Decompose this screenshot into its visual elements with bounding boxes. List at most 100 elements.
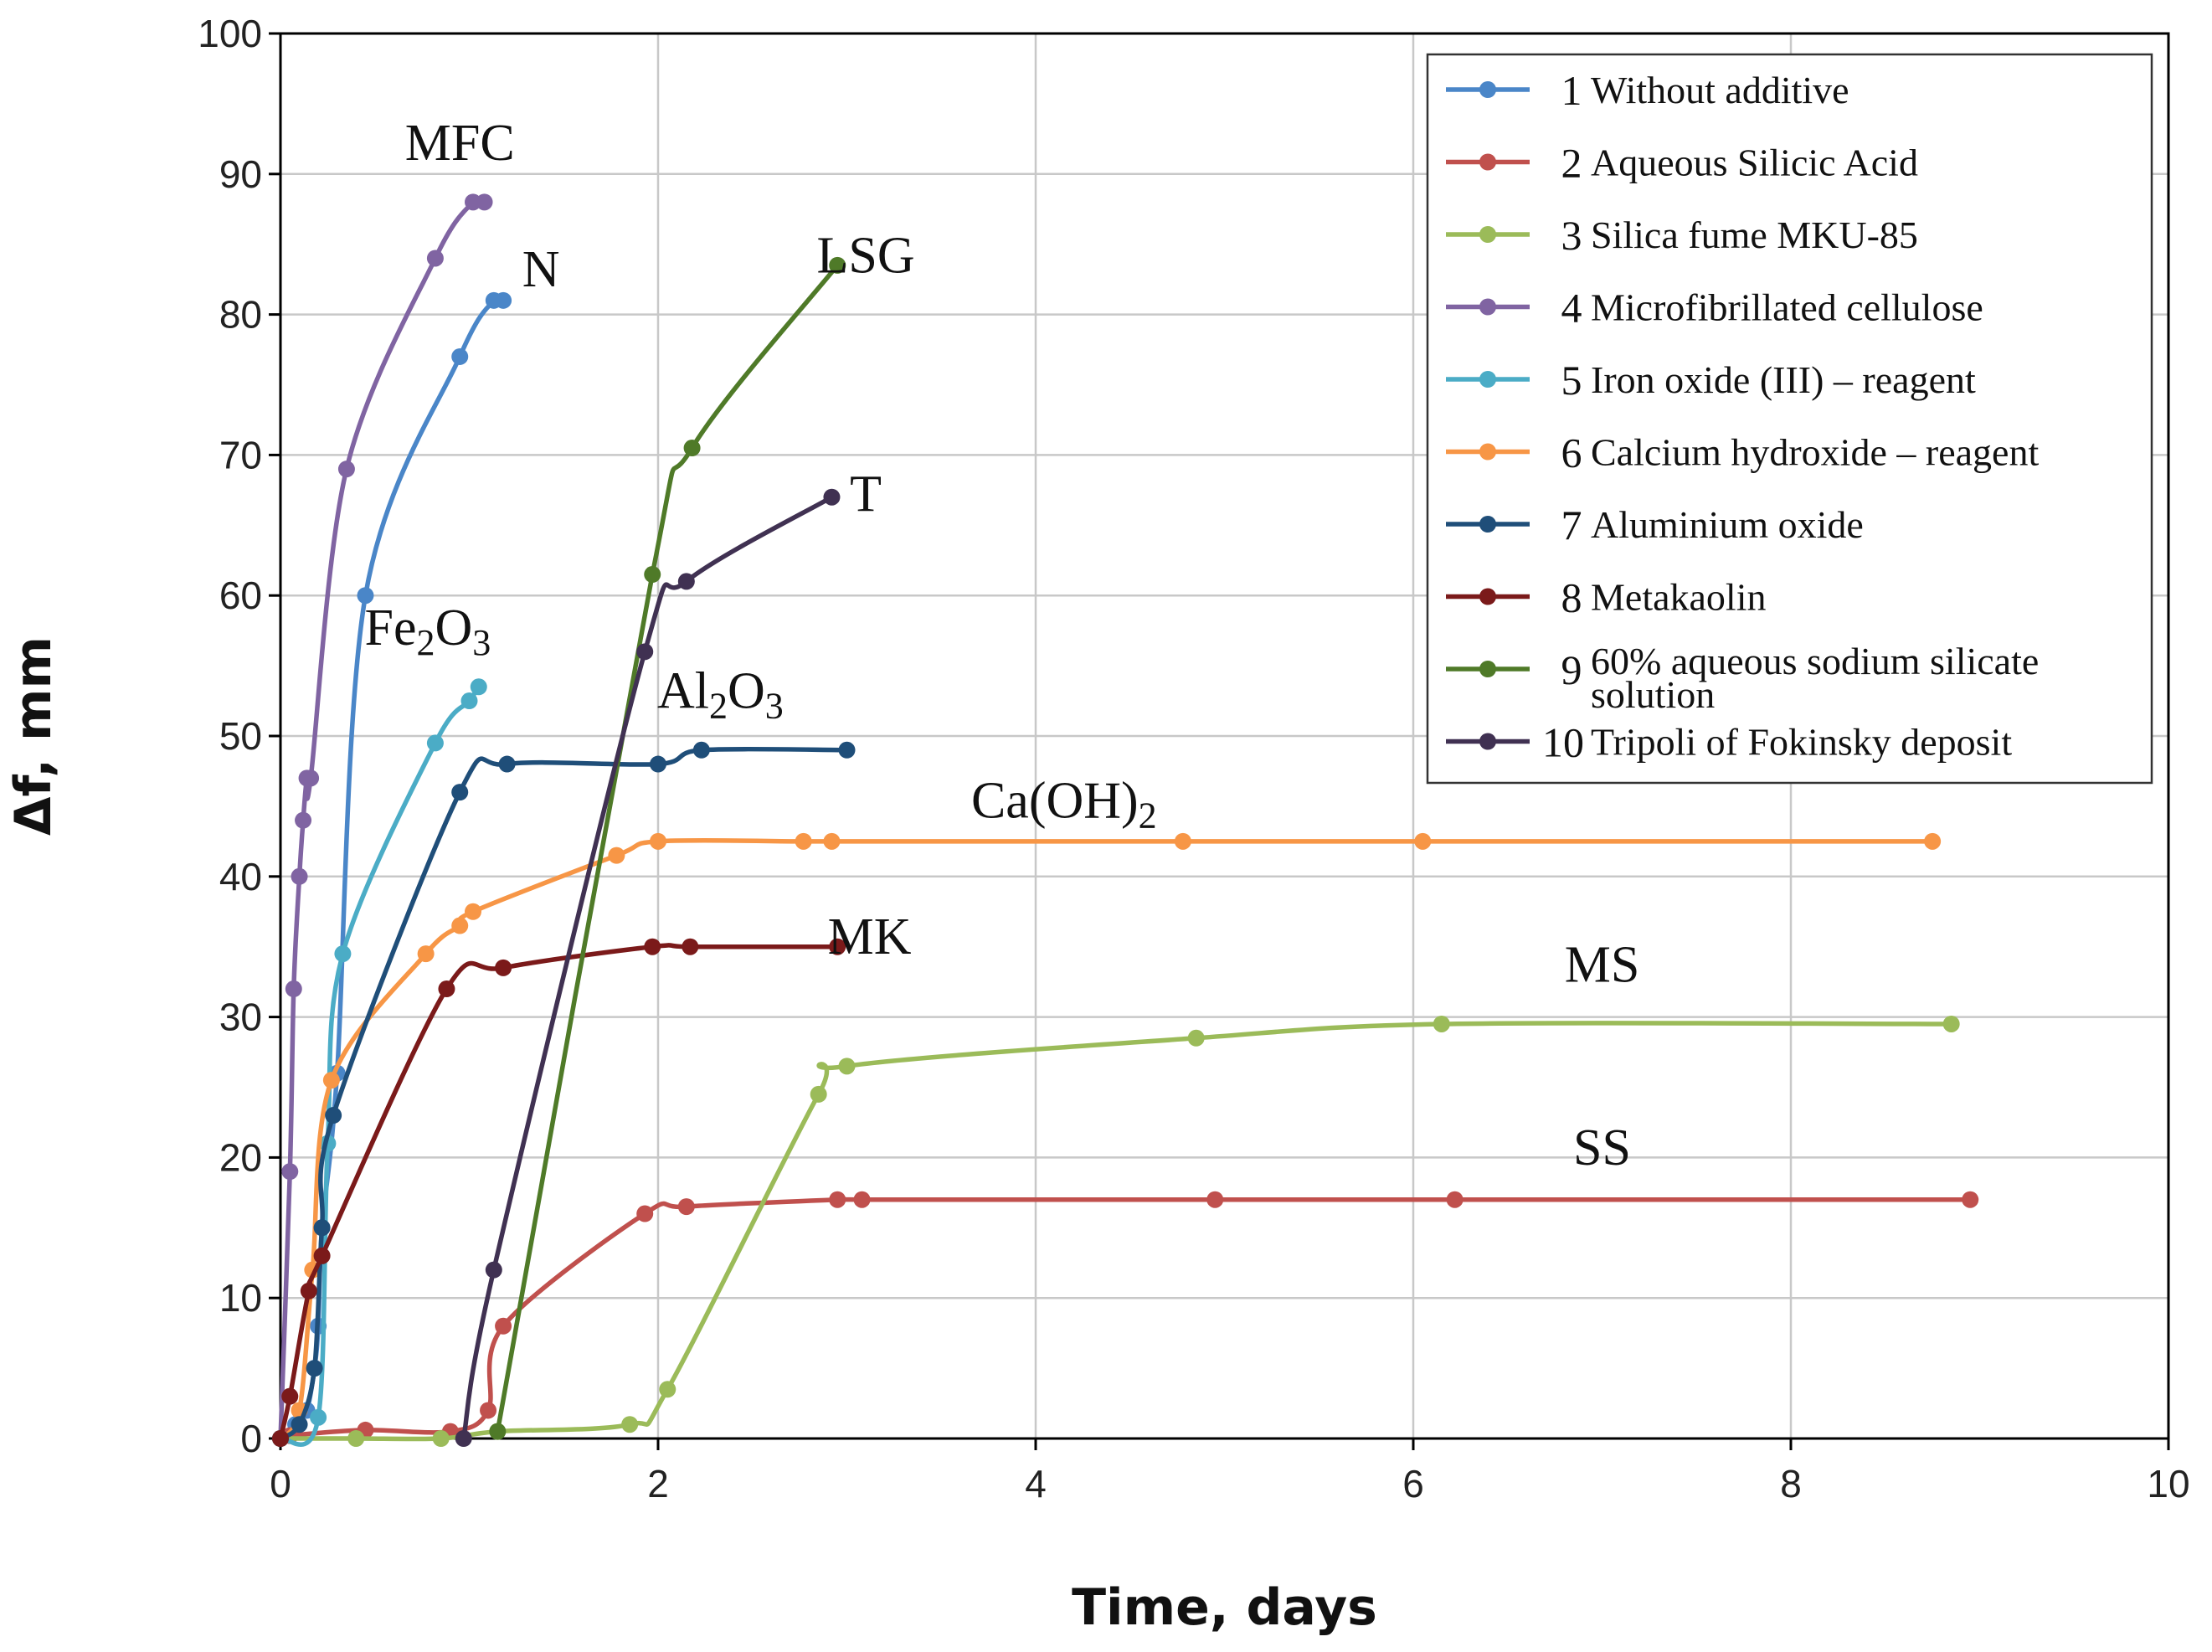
series-7 xyxy=(272,741,856,1447)
data-point-6-12 xyxy=(1414,832,1432,850)
series-line-6 xyxy=(278,837,1935,1441)
data-point-6-10 xyxy=(823,832,841,850)
legend-label: Microfibrillated cellulose xyxy=(1591,286,1983,329)
data-point-6-11 xyxy=(1174,832,1191,850)
legend-swatch-marker xyxy=(1479,443,1496,461)
data-point-5-5 xyxy=(460,692,478,710)
data-point-7-9 xyxy=(838,741,856,759)
y-tick-label: 10 xyxy=(219,1276,262,1320)
y-tick-label: 70 xyxy=(219,433,262,476)
data-point-6-5 xyxy=(451,917,469,934)
legend-item-5: 5 Iron oxide (III) – reagent xyxy=(1446,357,1976,404)
legend-number: 7 xyxy=(1561,502,1582,548)
series-10 xyxy=(455,488,841,1447)
legend-label: Aluminium oxide xyxy=(1591,503,1864,546)
y-axis-title: Δf, mm xyxy=(4,636,63,836)
series-6 xyxy=(272,832,1942,1447)
data-point-3-10 xyxy=(1942,1015,1960,1032)
data-point-10-2 xyxy=(636,643,654,661)
y-tick-label: 60 xyxy=(219,574,262,617)
data-point-6-7 xyxy=(608,847,625,864)
legend-item-8: 8 Metakaolin xyxy=(1446,574,1767,621)
x-axis-title: Time, days xyxy=(1072,1578,1377,1637)
x-tick-label: 0 xyxy=(270,1462,291,1505)
legend-swatch-marker xyxy=(1479,733,1496,750)
data-point-4-1 xyxy=(281,1163,299,1181)
data-point-7-8 xyxy=(692,741,710,759)
x-tick-label: 2 xyxy=(647,1462,669,1505)
data-point-8-1 xyxy=(281,1387,299,1405)
data-point-6-8 xyxy=(650,832,666,850)
data-point-5-4 xyxy=(426,734,444,752)
x-tick-label: 6 xyxy=(1402,1462,1424,1505)
data-point-9-0 xyxy=(489,1423,507,1440)
annotation-mk: MK xyxy=(828,908,912,965)
y-tick-label: 20 xyxy=(219,1135,262,1179)
data-point-3-6 xyxy=(810,1085,827,1103)
data-point-7-7 xyxy=(650,755,666,773)
series-layer xyxy=(272,193,1979,1447)
data-point-8-7 xyxy=(682,938,699,955)
data-point-1-7 xyxy=(357,587,374,605)
data-point-10-1 xyxy=(485,1261,502,1279)
data-point-2-12 xyxy=(1962,1191,1979,1208)
data-point-6-9 xyxy=(795,832,812,850)
data-point-8-3 xyxy=(313,1247,331,1264)
data-point-4-8 xyxy=(426,250,444,267)
data-point-8-0 xyxy=(272,1430,289,1447)
data-point-4-3 xyxy=(291,867,308,885)
legend-swatch-marker xyxy=(1479,81,1496,98)
legend-item-3: 3 Silica fume MKU-85 xyxy=(1446,212,1918,259)
legend-label: Iron oxide (III) – reagent xyxy=(1591,358,1976,401)
y-tick-label: 30 xyxy=(219,996,262,1039)
data-point-8-8 xyxy=(829,938,846,955)
data-point-7-3 xyxy=(313,1219,331,1237)
y-tick-label: 40 xyxy=(219,855,262,898)
data-point-10-0 xyxy=(455,1430,472,1447)
data-point-2-11 xyxy=(1446,1191,1464,1208)
y-axis-ticks: 0 10 20 30 40 50 60 70 80 90 100 xyxy=(198,12,280,1460)
data-point-3-7 xyxy=(838,1058,856,1075)
annotation-al2o3: Al2O3 xyxy=(657,662,784,726)
annotation-ms: MS xyxy=(1565,937,1640,994)
data-point-2-6 xyxy=(636,1205,654,1222)
legend-swatch-marker xyxy=(1479,226,1496,243)
legend-label: Calcium hydroxide – reagent xyxy=(1591,431,2039,474)
legend-swatch-marker xyxy=(1479,153,1496,171)
plot-frame xyxy=(279,32,2170,1440)
legend-item-9: 9 60% aqueous sodium silicate solution xyxy=(1446,640,2039,716)
legend-item-10: 10 Tripoli of Fokinsky deposit xyxy=(1446,719,2012,766)
data-point-3-9 xyxy=(1433,1015,1450,1032)
series-9 xyxy=(489,256,846,1440)
legend-number: 9 xyxy=(1561,646,1582,693)
legend-number: 1 xyxy=(1561,67,1582,114)
y-tick-label: 90 xyxy=(219,152,262,196)
series-line-7 xyxy=(278,746,850,1441)
series-line-2 xyxy=(278,1197,1973,1441)
annotation-layer: MFC N Fe2O3 LSG T Al2O3 Ca(OH)2 MK MS SS xyxy=(364,115,1639,1176)
legend-label: 60% aqueous sodium silicate solution xyxy=(1591,640,2039,716)
data-point-2-10 xyxy=(1206,1191,1224,1208)
data-point-3-2 xyxy=(432,1430,450,1447)
data-point-7-5 xyxy=(451,784,469,801)
y-tick-label: 100 xyxy=(198,12,262,55)
legend-item-2: 2 Aqueous Silicic Acid xyxy=(1446,140,1918,187)
series-line-8 xyxy=(278,943,840,1441)
legend-number: 2 xyxy=(1561,140,1582,187)
x-tick-label: 8 xyxy=(1780,1462,1802,1505)
annotation-fe2o3: Fe2O3 xyxy=(364,600,491,663)
data-point-9-1 xyxy=(644,566,661,584)
data-point-7-1 xyxy=(291,1416,308,1433)
series-3 xyxy=(272,1015,1960,1447)
x-tick-label: 10 xyxy=(2147,1462,2189,1505)
data-point-7-4 xyxy=(325,1107,342,1124)
annotation-caoh2: Ca(OH)2 xyxy=(971,772,1157,836)
x-tick-label: 4 xyxy=(1025,1462,1047,1505)
annotation-mfc: MFC xyxy=(405,115,515,172)
series-line-5 xyxy=(278,684,481,1447)
data-point-3-8 xyxy=(1187,1029,1205,1047)
data-point-8-2 xyxy=(300,1282,317,1299)
annotation-ss: SS xyxy=(1573,1119,1631,1176)
series-8 xyxy=(272,938,846,1447)
